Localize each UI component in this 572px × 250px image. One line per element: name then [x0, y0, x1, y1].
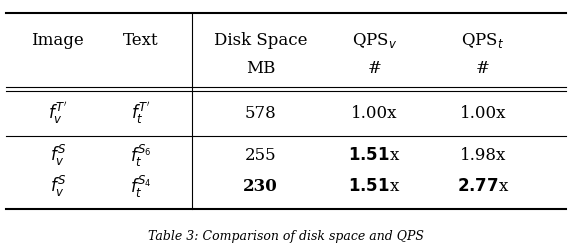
Text: $f_v^{S}$: $f_v^{S}$	[50, 143, 66, 168]
Text: QPS$_v$: QPS$_v$	[352, 30, 397, 50]
Text: $\mathbf{1.51}$x: $\mathbf{1.51}$x	[348, 147, 400, 164]
Text: QPS$_t$: QPS$_t$	[461, 30, 505, 50]
Text: 230: 230	[243, 178, 277, 195]
Text: #: #	[367, 60, 382, 77]
Text: 255: 255	[244, 147, 276, 164]
Text: $f_t^{S_6}$: $f_t^{S_6}$	[130, 142, 151, 169]
Text: 578: 578	[244, 105, 276, 122]
Text: Table 3: Comparison of disk space and QPS: Table 3: Comparison of disk space and QP…	[148, 230, 424, 243]
Text: $f_v^{T'}$: $f_v^{T'}$	[48, 100, 67, 126]
Text: Image: Image	[31, 32, 84, 48]
Text: 1.51x: 1.51x	[349, 178, 400, 195]
Text: MB: MB	[245, 60, 275, 77]
Text: 1.51x: 1.51x	[349, 147, 400, 164]
Text: $f_t^{T'}$: $f_t^{T'}$	[131, 100, 150, 126]
Text: Text: Text	[122, 32, 158, 48]
Text: 1.00x: 1.00x	[460, 105, 506, 122]
Text: Disk Space: Disk Space	[213, 32, 307, 48]
Text: #: #	[476, 60, 490, 77]
Text: $f_t^{S_4}$: $f_t^{S_4}$	[130, 174, 151, 200]
Text: $\mathbf{2.77}$x: $\mathbf{2.77}$x	[456, 178, 509, 195]
Text: 1.98x: 1.98x	[460, 147, 506, 164]
Text: 1.00x: 1.00x	[351, 105, 398, 122]
Text: $f_v^{S}$: $f_v^{S}$	[50, 174, 66, 199]
Text: $\mathbf{1.51}$x: $\mathbf{1.51}$x	[348, 178, 400, 195]
